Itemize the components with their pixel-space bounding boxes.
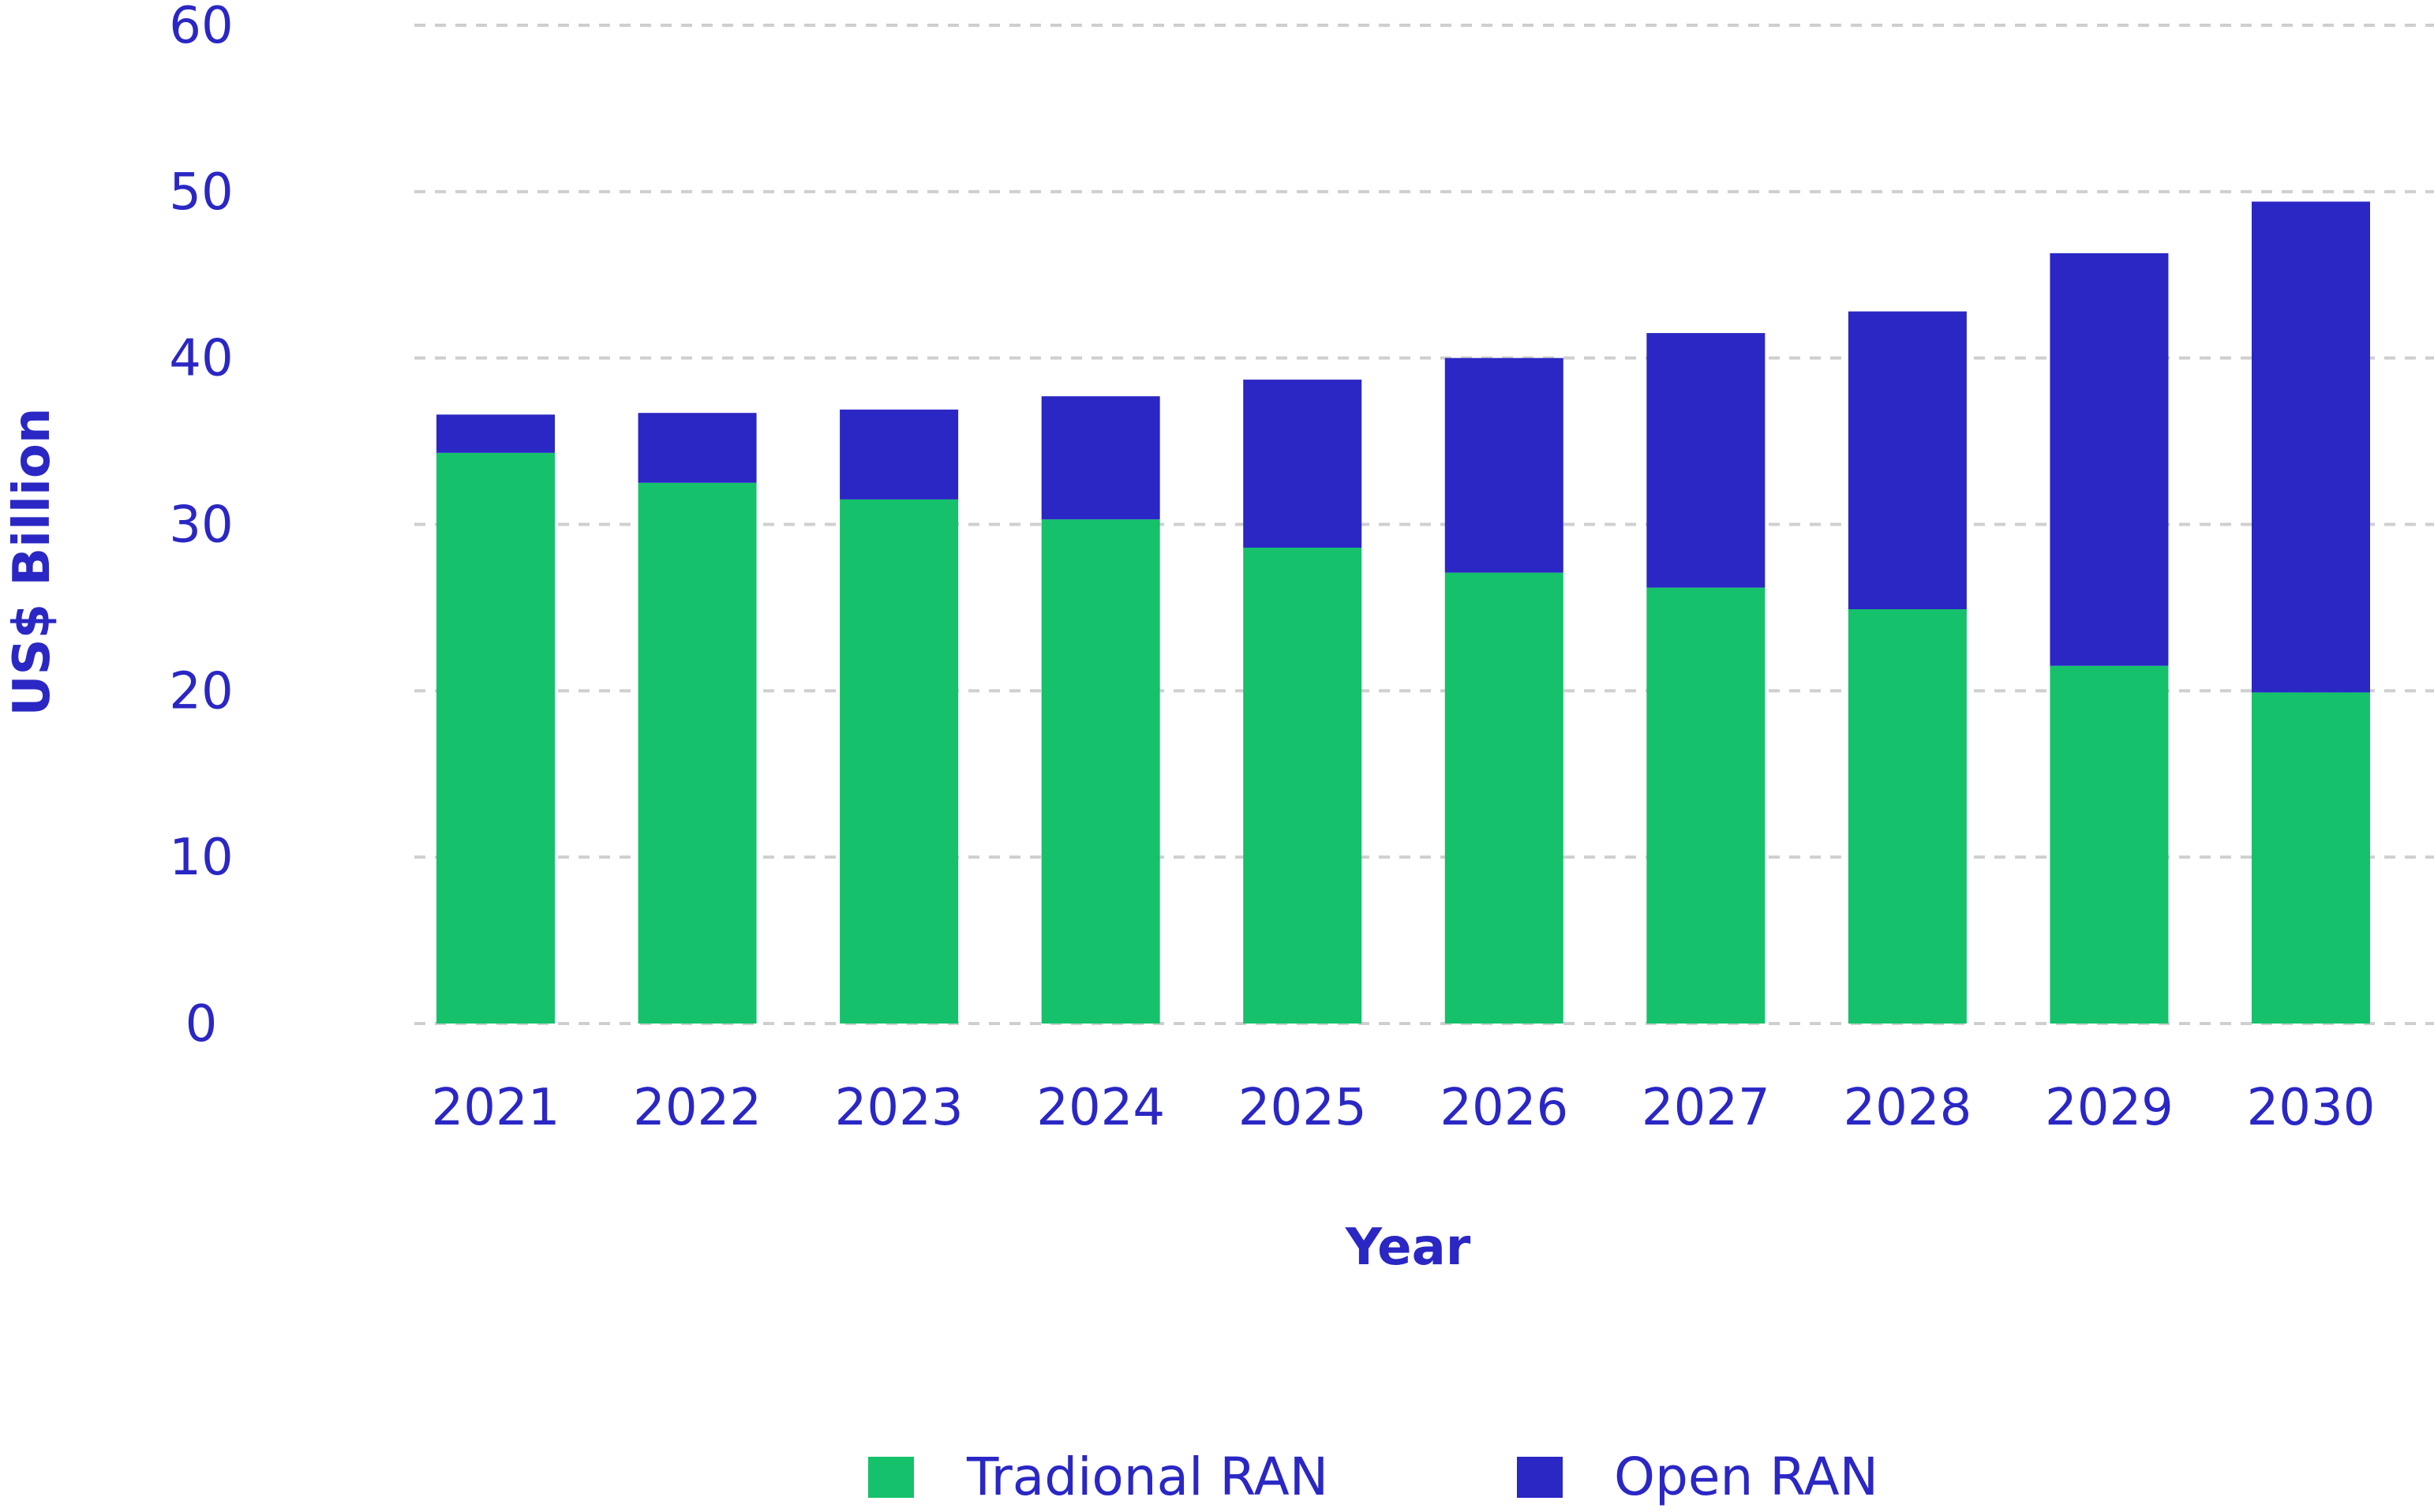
y-tick-label: 20 <box>169 662 233 720</box>
bar-open-ran-2028 <box>1848 311 1967 610</box>
x-axis-ticks: 2021 2022 2023 2024 2025 2026 2027 2028 2029 2030 <box>432 1079 2376 1137</box>
bar-open-ran-2021 <box>436 414 555 453</box>
legend: Tradional RAN Open RAN <box>868 1447 1878 1507</box>
bar-tradional-ran-2030 <box>2252 692 2370 1024</box>
y-tick-label: 30 <box>169 496 233 555</box>
x-tick-label: 2028 <box>1843 1079 1972 1137</box>
bar-open-ran-2022 <box>638 413 757 483</box>
x-tick-label: 2024 <box>1036 1079 1165 1137</box>
bar-open-ran-2029 <box>2050 253 2169 666</box>
bar-open-ran-2026 <box>1444 357 1563 573</box>
bar-tradional-ran-2029 <box>2050 665 2169 1024</box>
bar-tradional-ran-2026 <box>1444 572 1563 1024</box>
x-tick-label: 2025 <box>1238 1079 1367 1137</box>
x-tick-label: 2030 <box>2247 1079 2376 1137</box>
y-tick-label: 60 <box>169 0 233 55</box>
legend-label-open-ran: Open RAN <box>1614 1447 1878 1507</box>
bar-open-ran-2025 <box>1243 380 1362 548</box>
bar-tradional-ran-2023 <box>840 499 959 1024</box>
bars <box>436 201 2370 1024</box>
bar-tradional-ran-2025 <box>1243 548 1362 1024</box>
x-tick-label: 2029 <box>2045 1079 2174 1137</box>
x-axis-title: Year <box>1345 1218 1471 1277</box>
y-axis-title: US$ Billion <box>3 408 62 717</box>
bar-tradional-ran-2024 <box>1041 519 1160 1024</box>
bar-open-ran-2027 <box>1646 333 1766 588</box>
x-tick-label: 2022 <box>633 1079 762 1137</box>
legend-swatch-open-ran <box>1517 1457 1563 1498</box>
bar-tradional-ran-2027 <box>1646 587 1766 1024</box>
bar-open-ran-2024 <box>1041 396 1160 520</box>
x-tick-label: 2027 <box>1642 1079 1770 1137</box>
y-axis-ticks: 0 10 20 30 40 50 60 <box>169 0 233 1054</box>
y-tick-label: 50 <box>169 163 233 222</box>
legend-swatch-tradional-ran <box>868 1457 914 1498</box>
y-tick-label: 40 <box>169 330 233 388</box>
bar-tradional-ran-2022 <box>638 482 757 1024</box>
x-tick-label: 2026 <box>1440 1079 1568 1137</box>
legend-label-tradional-ran: Tradional RAN <box>966 1447 1328 1507</box>
x-tick-label: 2023 <box>835 1079 964 1137</box>
x-tick-label: 2021 <box>432 1079 560 1137</box>
bar-tradional-ran-2028 <box>1848 609 1967 1024</box>
y-tick-label: 10 <box>169 829 233 887</box>
bar-open-ran-2030 <box>2252 201 2370 693</box>
bar-open-ran-2023 <box>840 410 959 500</box>
bar-tradional-ran-2021 <box>436 452 555 1024</box>
y-tick-label: 0 <box>185 995 218 1054</box>
